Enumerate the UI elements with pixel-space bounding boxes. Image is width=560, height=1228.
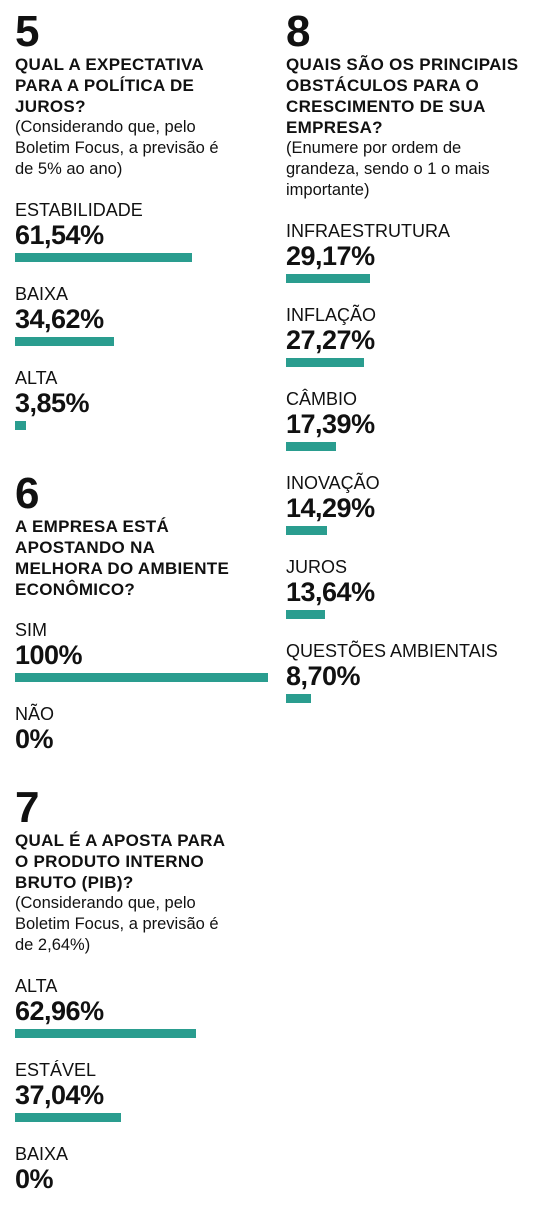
bar-item: NÃO 0%	[15, 704, 54, 754]
bar-chart-pib: ALTA 62,96% ESTÁVEL 37,04% BAIXA 0%	[15, 976, 275, 1228]
bar-item: SIM 100%	[15, 620, 268, 682]
question-5: 5 QUAL A EXPECTATIVA PARA A POLÍTICA DE …	[15, 7, 265, 452]
bar-item: ALTA 3,85%	[15, 368, 90, 430]
bar	[286, 610, 326, 619]
value-label: 3,85%	[15, 388, 90, 418]
bar-item: INFRAESTRUTURA 29,17%	[286, 221, 451, 283]
category-label: BAIXA	[15, 284, 69, 304]
category-label: INFRAESTRUTURA	[286, 221, 451, 241]
value-label: 8,70%	[286, 661, 361, 691]
bar-item: BAIXA 0%	[15, 1144, 68, 1194]
value-label: 27,27%	[286, 325, 375, 355]
bar	[15, 253, 192, 262]
bar	[286, 358, 365, 367]
category-label: ALTA	[15, 976, 58, 996]
category-label: NÃO	[15, 704, 55, 724]
bar	[15, 337, 115, 346]
question-number: 6	[15, 469, 39, 518]
category-label: QUESTÕES AMBIENTAIS	[286, 641, 498, 661]
category-label: ESTABILIDADE	[15, 200, 143, 220]
value-label: 17,39%	[286, 409, 375, 439]
question-number: 5	[15, 7, 39, 56]
bar-chart-obstaculos: INFRAESTRUTURA 29,17% INFLAÇÃO 27,27% CÂMBIO…	[286, 221, 556, 725]
bar-item: JUROS 13,64%	[286, 557, 375, 619]
bar-item: CÂMBIO 17,39%	[286, 389, 375, 451]
category-label: ESTÁVEL	[15, 1060, 97, 1080]
category-label: ALTA	[15, 368, 58, 388]
bar	[286, 526, 327, 535]
question-note: (Considerando que, pelo Boletim Focus, a…	[15, 118, 219, 178]
value-label: 29,17%	[286, 241, 375, 271]
bar-item: INOVAÇÃO 14,29%	[286, 473, 380, 535]
question-note: (Enumere por ordem de grandeza, sendo o …	[286, 139, 490, 199]
value-label: 37,04%	[15, 1080, 104, 1110]
question-title: A EMPRESA ESTÁ APOSTANDO NA MELHORA DO A…	[15, 517, 230, 599]
bar-item: ESTÁVEL 37,04%	[15, 1060, 122, 1122]
bar-item: BAIXA 34,62%	[15, 284, 115, 346]
bar-item: QUESTÕES AMBIENTAIS 8,70%	[286, 641, 498, 703]
value-label: 34,62%	[15, 304, 104, 334]
bar	[15, 673, 268, 682]
question-number: 8	[286, 7, 310, 56]
bar-item: INFLAÇÃO 27,27%	[286, 305, 377, 367]
bar-item: ESTABILIDADE 61,54%	[15, 200, 192, 262]
category-label: INOVAÇÃO	[286, 473, 380, 493]
question-7: 7 QUAL É A APOSTA PARA O PRODUTO INTERNO…	[15, 783, 275, 1228]
category-label: BAIXA	[15, 1144, 69, 1164]
category-label: JUROS	[286, 557, 348, 577]
bar	[286, 442, 336, 451]
value-label: 14,29%	[286, 493, 375, 523]
question-title: QUAL É A APOSTA PARA O PRODUTO INTERNO B…	[15, 831, 226, 892]
bar	[15, 1029, 196, 1038]
category-label: INFLAÇÃO	[286, 305, 377, 325]
bar-chart-ambiente: SIM 100% NÃO 0%	[15, 620, 275, 788]
value-label: 0%	[15, 1164, 54, 1194]
bar-item: ALTA 62,96%	[15, 976, 196, 1038]
question-title: QUAL A EXPECTATIVA PARA A POLÍTICA DE JU…	[15, 55, 204, 116]
value-label: 0%	[15, 724, 54, 754]
bar	[286, 694, 311, 703]
category-label: SIM	[15, 620, 48, 640]
question-note: (Considerando que, pelo Boletim Focus, a…	[15, 894, 219, 954]
bar-chart-juros: ESTABILIDADE 61,54% BAIXA 34,62% ALTA 3,85%	[15, 200, 265, 452]
question-number: 7	[15, 783, 39, 832]
bar	[15, 1113, 122, 1122]
category-label: CÂMBIO	[286, 389, 358, 409]
value-label: 100%	[15, 640, 83, 670]
question-8: 8 QUAIS SÃO OS PRINCIPAIS OBSTÁCULOS PAR…	[286, 7, 556, 725]
question-title: QUAIS SÃO OS PRINCIPAIS OBSTÁCULOS PARA …	[286, 55, 519, 137]
bar	[286, 274, 370, 283]
value-label: 61,54%	[15, 220, 104, 250]
value-label: 62,96%	[15, 996, 104, 1026]
value-label: 13,64%	[286, 577, 375, 607]
question-6: 6 A EMPRESA ESTÁ APOSTANDO NA MELHORA DO…	[15, 469, 275, 788]
bar	[15, 421, 27, 430]
